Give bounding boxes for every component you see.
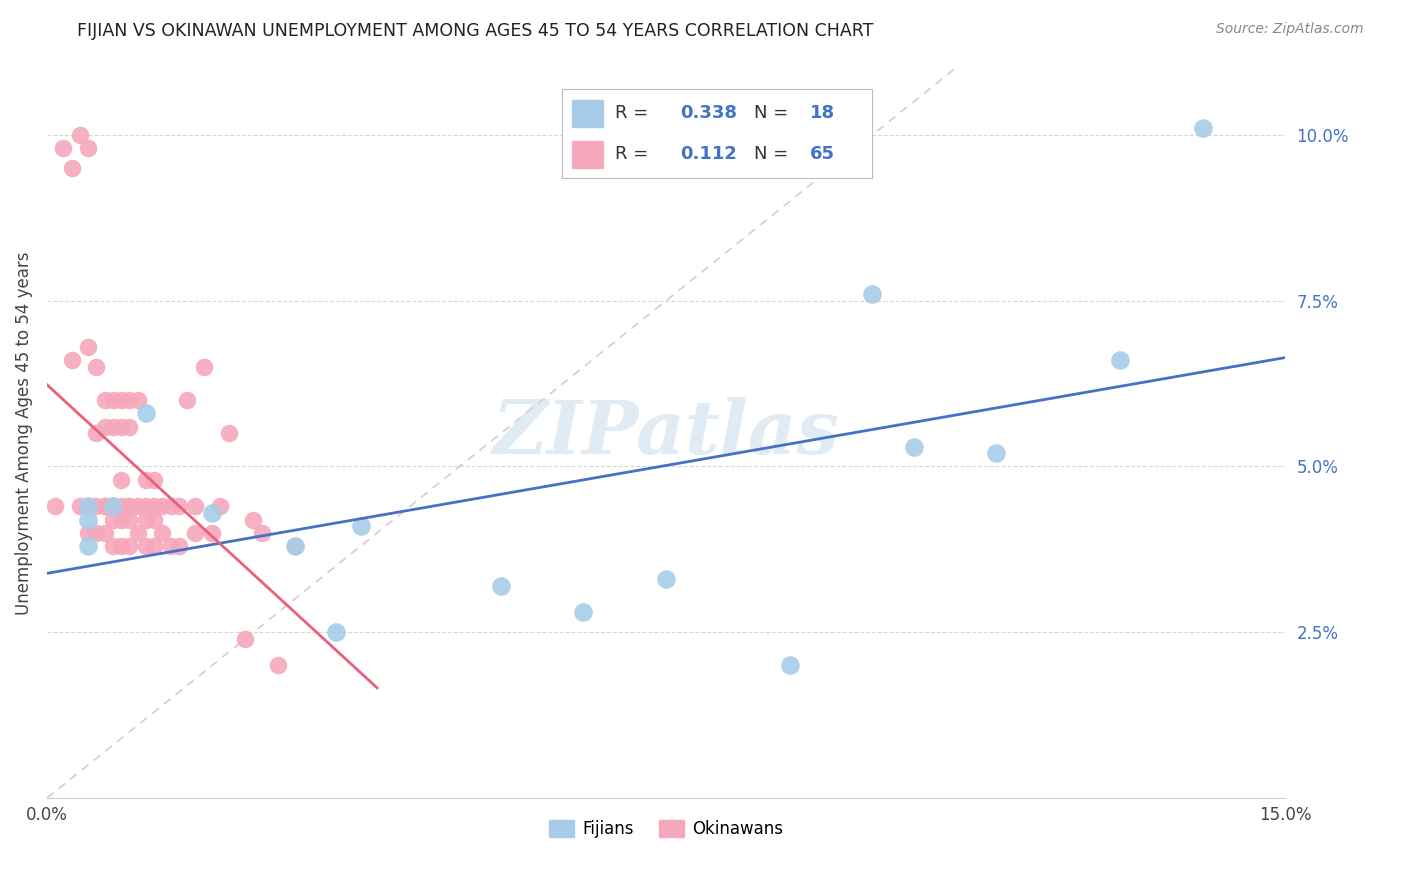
Point [779,658,801,673]
Point [127,393,149,408]
Point [77,141,100,155]
Point [176,393,198,408]
Point [862,287,884,301]
Bar [572,100,603,127]
Point [267,658,290,673]
Point [44,500,66,514]
Point [184,525,207,540]
Point [77,500,100,514]
Point [193,359,215,374]
Text: R =: R = [614,145,659,163]
Point [101,419,124,434]
Text: FIJIAN VS OKINAWAN UNEMPLOYMENT AMONG AGES 45 TO 54 YEARS CORRELATION CHART: FIJIAN VS OKINAWAN UNEMPLOYMENT AMONG AG… [77,22,873,40]
Text: ZIPatlas: ZIPatlas [492,397,839,469]
Point [1191,121,1213,136]
Point [110,473,132,487]
Point [77,525,100,540]
Point [201,506,224,520]
Point [110,393,132,408]
Point [101,500,124,514]
Point [143,512,166,526]
Point [283,539,305,553]
Point [159,500,181,514]
Point [349,519,371,533]
Point [101,539,124,553]
Point [572,606,595,620]
Point [110,419,132,434]
Point [135,500,157,514]
Text: Source: ZipAtlas.com: Source: ZipAtlas.com [1216,22,1364,37]
Point [250,525,273,540]
Point [135,512,157,526]
Point [118,500,141,514]
Text: 18: 18 [810,104,835,122]
Point [159,539,181,553]
Point [77,500,100,514]
Point [325,625,347,640]
Point [489,579,512,593]
Point [127,500,149,514]
Point [184,500,207,514]
Text: N =: N = [754,145,794,163]
Point [86,359,108,374]
Point [283,539,305,553]
Point [118,393,141,408]
Point [110,539,132,553]
Point [93,500,115,514]
Point [201,525,224,540]
Point [143,539,166,553]
Point [101,512,124,526]
Point [1109,353,1132,368]
Point [86,426,108,441]
Point [135,473,157,487]
Text: R =: R = [614,104,654,122]
Bar [572,141,603,168]
Point [209,500,232,514]
Point [242,512,264,526]
Point [127,525,149,540]
Point [86,525,108,540]
Point [93,525,115,540]
Point [93,393,115,408]
Point [167,500,190,514]
Point [903,440,925,454]
Y-axis label: Unemployment Among Ages 45 to 54 years: Unemployment Among Ages 45 to 54 years [15,252,32,615]
Text: 0.112: 0.112 [681,145,737,163]
Point [77,340,100,354]
Point [86,500,108,514]
Point [110,512,132,526]
Text: 65: 65 [810,145,835,163]
Point [69,500,91,514]
Point [143,500,166,514]
Point [167,539,190,553]
Point [143,473,166,487]
Point [118,500,141,514]
Point [52,141,75,155]
Point [152,525,174,540]
Point [152,500,174,514]
Point [101,500,124,514]
Point [110,500,132,514]
Text: N =: N = [754,104,794,122]
Point [986,446,1008,460]
Point [118,419,141,434]
Text: 0.338: 0.338 [681,104,737,122]
Point [233,632,256,646]
Legend: Fijians, Okinawans: Fijians, Okinawans [543,813,790,845]
Point [69,128,91,142]
Point [60,161,83,175]
Point [118,539,141,553]
Point [93,419,115,434]
Point [118,512,141,526]
Point [135,539,157,553]
Point [135,406,157,420]
Point [218,426,240,441]
Point [60,353,83,368]
Point [77,512,100,526]
Point [655,572,678,586]
Point [77,539,100,553]
Point [93,500,115,514]
Point [101,393,124,408]
